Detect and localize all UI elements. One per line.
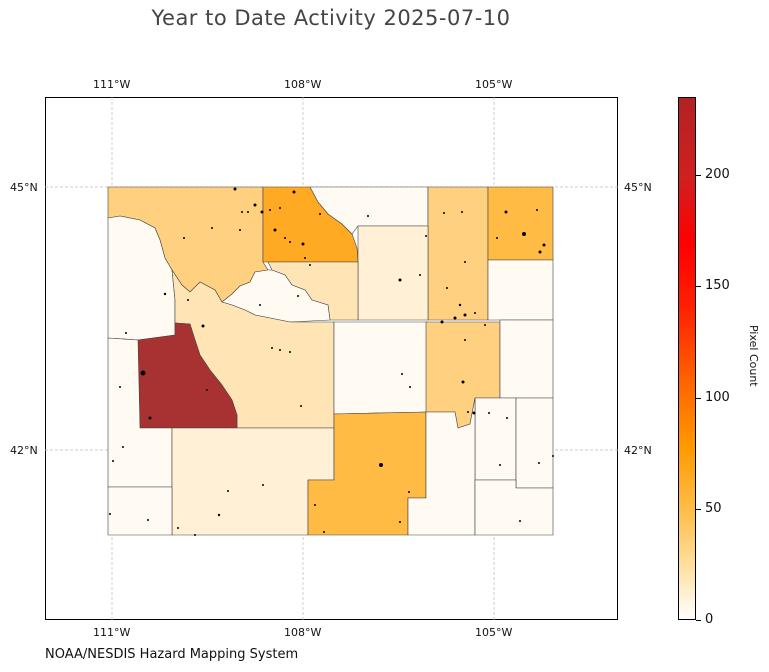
colorbar-label-200: 200 (705, 167, 730, 182)
county-crook (427, 186, 489, 321)
colorbar-label-150: 150 (705, 278, 730, 293)
colorbar-tick (696, 620, 701, 621)
colorbar (678, 97, 696, 620)
source-credit: NOAA/NESDIS Hazard Mapping System (45, 647, 299, 662)
colorbar-tick (696, 175, 701, 176)
county-layer (107, 186, 554, 536)
lon-tick-bottom-105: 105°W (475, 626, 513, 639)
county-goshen (515, 397, 554, 489)
county-niobrara (499, 319, 554, 399)
lat-tick-left-42: 42°N (10, 444, 38, 457)
lon-tick-top-108: 108°W (284, 78, 322, 91)
lon-tick-top-111: 111°W (93, 78, 131, 91)
county-laramie (474, 479, 554, 536)
lat-tick-right-45: 45°N (624, 181, 652, 194)
colorbar-tick (696, 286, 701, 287)
lon-tick-top-105: 105°W (475, 78, 513, 91)
colorbar-tick (696, 398, 701, 399)
county-niobrara-north (487, 259, 554, 321)
county-uinta (107, 486, 173, 536)
colorbar-label-0: 0 (705, 612, 714, 627)
colorbar-label-50: 50 (705, 501, 722, 516)
lon-tick-bottom-111: 111°W (93, 626, 131, 639)
colorbar-title: Pixel Count (747, 325, 760, 387)
county-weston (487, 186, 554, 261)
map-title: Year to Date Activity 2025-07-10 (151, 6, 511, 30)
lon-tick-bottom-108: 108°W (284, 626, 322, 639)
county-natrona (333, 321, 429, 415)
county-albany (407, 397, 476, 536)
county-platte (474, 397, 517, 481)
detection-points (109, 187, 554, 536)
county-johnson (357, 225, 429, 321)
lat-tick-left-45: 45°N (10, 181, 38, 194)
colorbar-tick (696, 509, 701, 510)
lat-tick-right-42: 42°N (624, 444, 652, 457)
colorbar-label-100: 100 (705, 390, 730, 405)
